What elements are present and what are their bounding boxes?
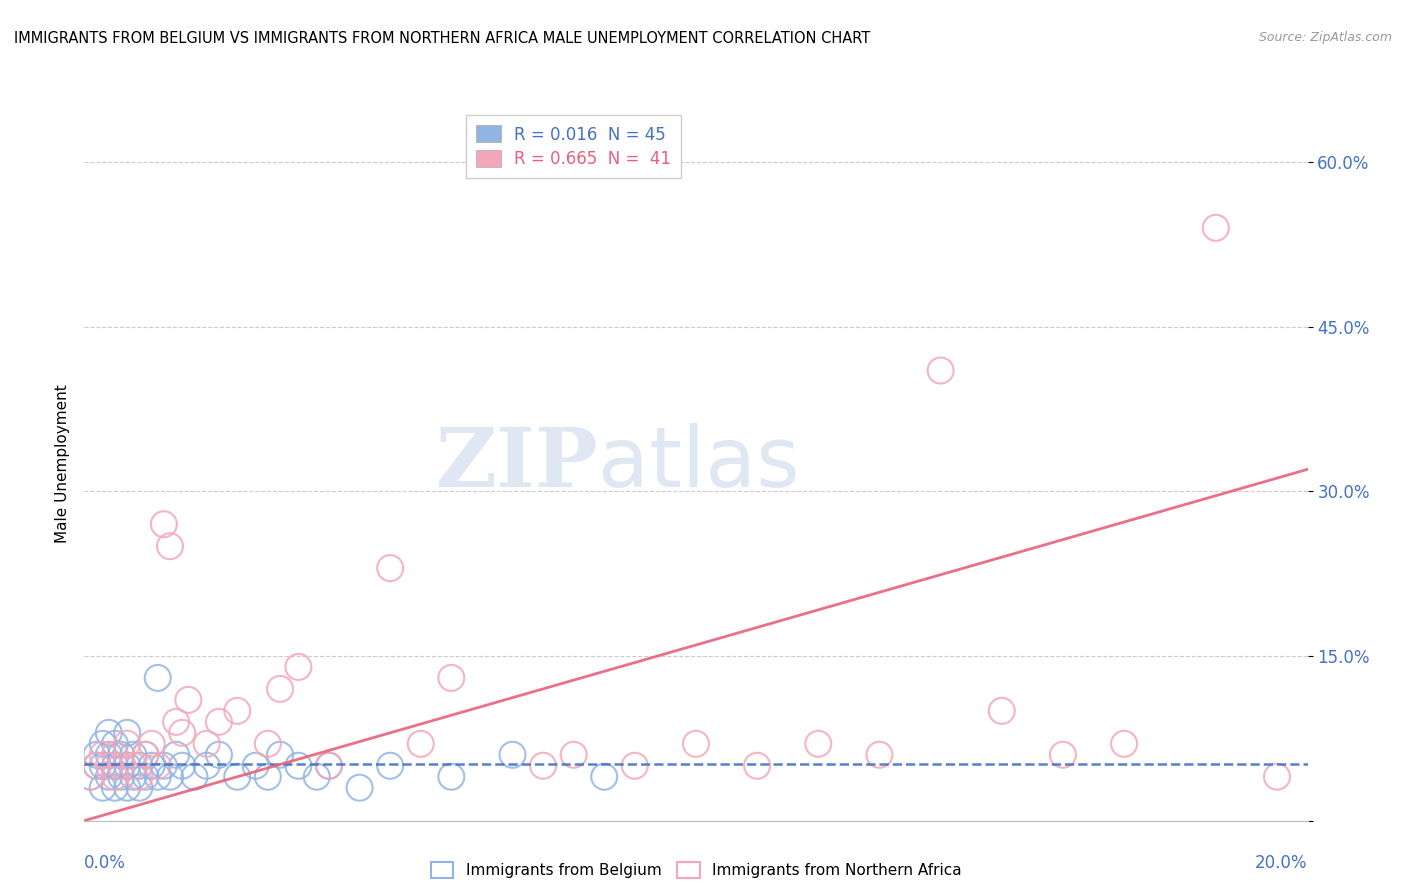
Point bbox=[135, 770, 157, 784]
Point bbox=[624, 758, 647, 772]
Point bbox=[269, 747, 291, 762]
Point bbox=[245, 758, 267, 772]
Point bbox=[104, 758, 127, 772]
Point bbox=[257, 770, 280, 784]
Text: Source: ZipAtlas.com: Source: ZipAtlas.com bbox=[1258, 31, 1392, 45]
Point bbox=[86, 758, 108, 772]
Point bbox=[183, 770, 205, 784]
Point bbox=[115, 758, 138, 772]
Point bbox=[869, 747, 891, 762]
Point bbox=[807, 737, 830, 751]
Point bbox=[991, 704, 1014, 718]
Point bbox=[115, 737, 138, 751]
Point bbox=[122, 747, 145, 762]
Point bbox=[91, 780, 114, 795]
Text: ZIP: ZIP bbox=[436, 424, 598, 504]
Text: 20.0%: 20.0% bbox=[1256, 854, 1308, 871]
Point bbox=[135, 747, 157, 762]
Point bbox=[257, 737, 280, 751]
Point bbox=[110, 747, 132, 762]
Point bbox=[153, 517, 176, 532]
Point bbox=[226, 704, 249, 718]
Point bbox=[86, 747, 108, 762]
Point bbox=[104, 780, 127, 795]
Point bbox=[502, 747, 524, 762]
Point bbox=[195, 737, 218, 751]
Point bbox=[305, 770, 328, 784]
Point bbox=[440, 770, 463, 784]
Point bbox=[380, 561, 402, 575]
Text: atlas: atlas bbox=[598, 424, 800, 504]
Text: IMMIGRANTS FROM BELGIUM VS IMMIGRANTS FROM NORTHERN AFRICA MALE UNEMPLOYMENT COR: IMMIGRANTS FROM BELGIUM VS IMMIGRANTS FR… bbox=[14, 31, 870, 46]
Point bbox=[153, 758, 176, 772]
Point bbox=[172, 726, 194, 740]
Point bbox=[318, 758, 340, 772]
Point bbox=[135, 747, 157, 762]
Point bbox=[440, 671, 463, 685]
Point bbox=[208, 714, 231, 729]
Point bbox=[159, 539, 181, 553]
Point bbox=[79, 770, 101, 784]
Point bbox=[110, 770, 132, 784]
Point bbox=[159, 770, 181, 784]
Point bbox=[110, 758, 132, 772]
Point bbox=[141, 758, 163, 772]
Point bbox=[1114, 737, 1136, 751]
Point bbox=[409, 737, 432, 751]
Point bbox=[115, 726, 138, 740]
Point bbox=[380, 758, 402, 772]
Point bbox=[128, 770, 150, 784]
Point bbox=[104, 737, 127, 751]
Point bbox=[685, 737, 707, 751]
Point bbox=[146, 758, 169, 772]
Point bbox=[97, 726, 120, 740]
Point bbox=[122, 770, 145, 784]
Point bbox=[195, 758, 218, 772]
Point bbox=[86, 758, 108, 772]
Point bbox=[208, 747, 231, 762]
Point bbox=[593, 770, 616, 784]
Point bbox=[91, 737, 114, 751]
Legend: Immigrants from Belgium, Immigrants from Northern Africa: Immigrants from Belgium, Immigrants from… bbox=[425, 856, 967, 884]
Point bbox=[349, 780, 371, 795]
Text: 0.0%: 0.0% bbox=[84, 854, 127, 871]
Point bbox=[531, 758, 554, 772]
Point bbox=[177, 693, 200, 707]
Point bbox=[287, 758, 309, 772]
Point bbox=[226, 770, 249, 784]
Point bbox=[97, 747, 120, 762]
Point bbox=[91, 747, 114, 762]
Point bbox=[1052, 747, 1074, 762]
Point bbox=[104, 770, 127, 784]
Point bbox=[128, 758, 150, 772]
Point bbox=[146, 671, 169, 685]
Point bbox=[97, 758, 120, 772]
Point bbox=[104, 747, 127, 762]
Point bbox=[929, 363, 952, 377]
Point bbox=[318, 758, 340, 772]
Point bbox=[122, 758, 145, 772]
Point bbox=[269, 681, 291, 696]
Point bbox=[172, 758, 194, 772]
Point bbox=[165, 747, 187, 762]
Point bbox=[91, 758, 114, 772]
Point bbox=[141, 737, 163, 751]
Point bbox=[1265, 770, 1288, 784]
Point bbox=[115, 780, 138, 795]
Point bbox=[287, 660, 309, 674]
Point bbox=[97, 770, 120, 784]
Point bbox=[128, 780, 150, 795]
Point bbox=[79, 770, 101, 784]
Y-axis label: Male Unemployment: Male Unemployment bbox=[55, 384, 70, 543]
Point bbox=[165, 714, 187, 729]
Point bbox=[1205, 220, 1227, 235]
Point bbox=[146, 770, 169, 784]
Point bbox=[562, 747, 585, 762]
Point bbox=[747, 758, 769, 772]
